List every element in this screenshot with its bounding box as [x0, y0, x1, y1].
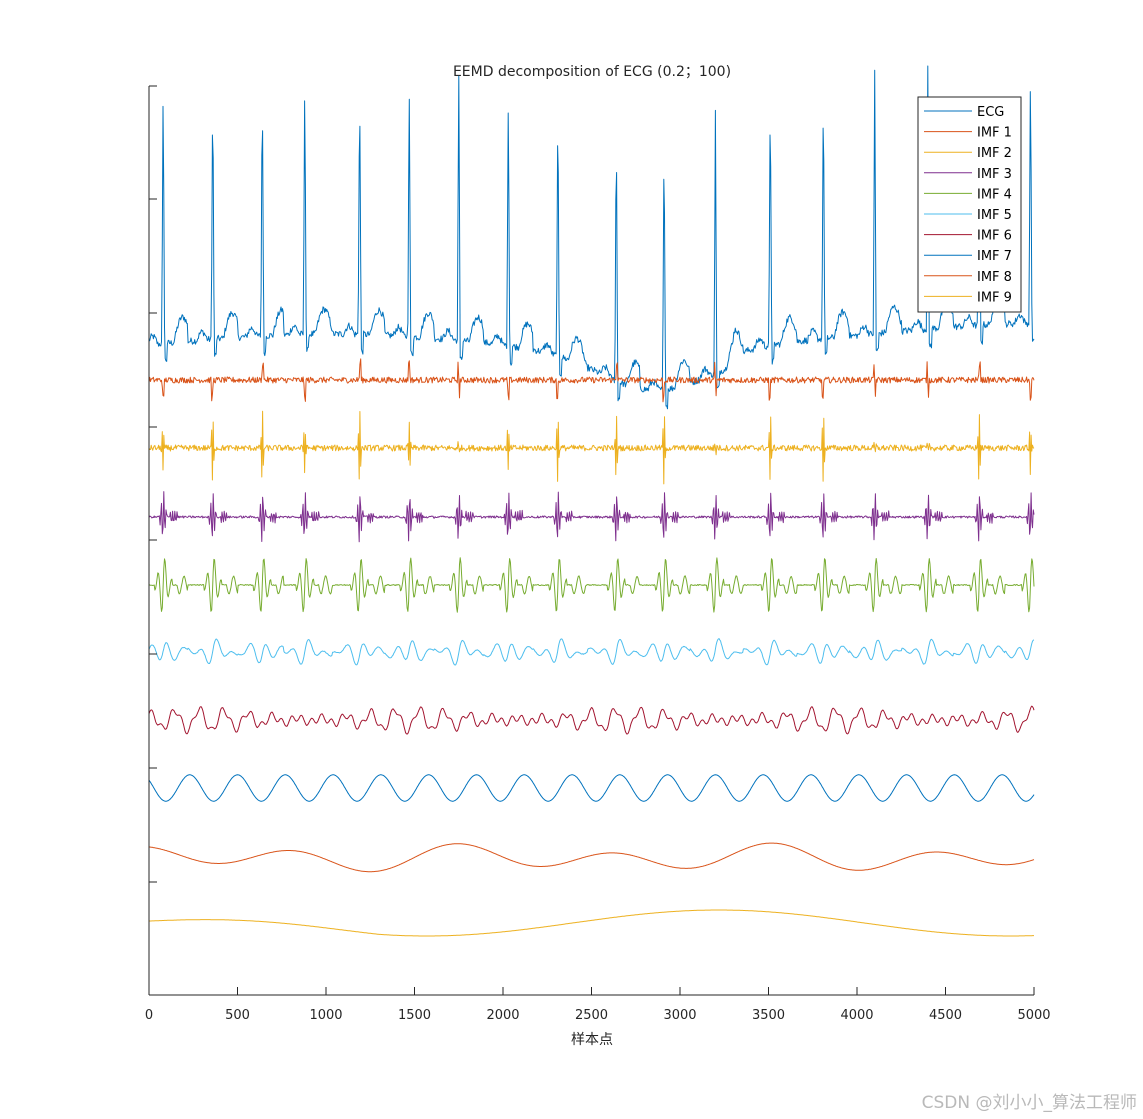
series-line-imf-4 [148, 557, 1035, 613]
series-line-imf-8 [149, 842, 1035, 873]
chart-title: EEMD decomposition of ECG (0.2；100) [453, 64, 731, 80]
series-line-imf-2 [148, 410, 1035, 485]
series-line-imf-6 [148, 705, 1035, 735]
legend-label: IMF 4 [977, 187, 1012, 202]
series-line-imf-1 [148, 358, 1035, 403]
x-tick-label: 3000 [663, 1008, 696, 1023]
legend-label: ECG [977, 105, 1004, 120]
x-tick-label: 4000 [840, 1008, 873, 1023]
x-tick-label: 2500 [575, 1008, 608, 1023]
x-tick-label: 0 [145, 1008, 153, 1023]
legend-label: IMF 9 [977, 290, 1012, 305]
series-line-imf-3 [148, 491, 1035, 543]
x-tick-label: 1000 [309, 1008, 342, 1023]
axes-layer: 0 500 1000 1500 2000 2500 3000 3500 4000 4500 5000 [145, 85, 1051, 1023]
x-tick-label: 3500 [752, 1008, 785, 1023]
watermark: CSDN @刘小小_算法工程师 [921, 1093, 1137, 1113]
legend-label: IMF 2 [977, 146, 1012, 161]
series-line-imf-5 [148, 638, 1035, 666]
x-tick-label: 1500 [398, 1008, 431, 1023]
legend: ECG IMF 1 IMF 2 IMF 3 IMF 4 IMF 5 IMF 6 IMF 7 IM… [917, 96, 1022, 313]
x-tick-label: 2000 [486, 1008, 519, 1023]
legend-label: IMF 7 [977, 249, 1012, 264]
legend-label: IMF 1 [977, 126, 1012, 141]
x-tick-label: 4500 [929, 1008, 962, 1023]
legend-label: IMF 6 [977, 229, 1012, 244]
x-axis-label: 样本点 [571, 1032, 613, 1048]
series-line-imf-9 [148, 909, 1034, 937]
series-line-ecg [148, 65, 1035, 410]
x-tick-label: 5000 [1017, 1008, 1050, 1023]
legend-label: IMF 3 [977, 167, 1012, 182]
series-line-imf-7 [148, 774, 1035, 802]
legend-label: IMF 5 [977, 208, 1012, 223]
series-layer [148, 65, 1035, 937]
legend-label: IMF 8 [977, 270, 1012, 285]
x-tick-label: 500 [225, 1008, 250, 1023]
